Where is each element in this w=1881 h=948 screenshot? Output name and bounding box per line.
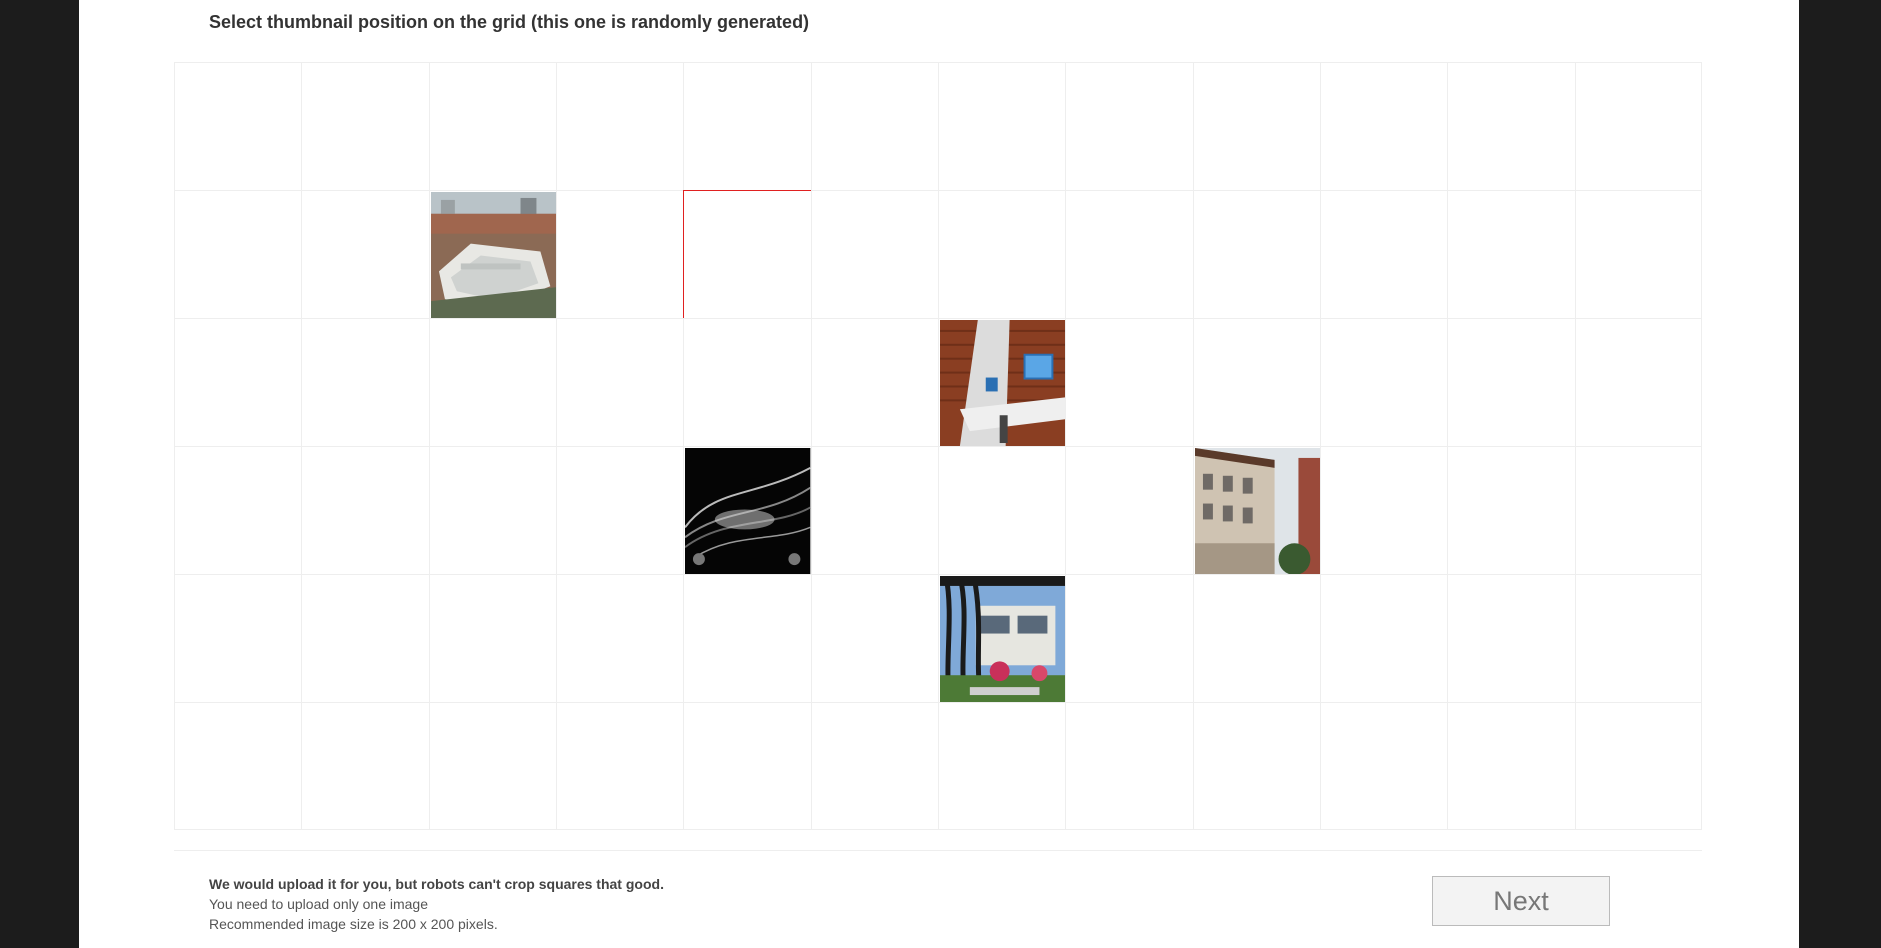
- grid-cell[interactable]: [301, 446, 429, 574]
- grid-cell[interactable]: [1447, 62, 1575, 190]
- footer-upload-hint: You need to upload only one image: [209, 896, 428, 912]
- grid-cell[interactable]: [555, 702, 684, 830]
- next-button[interactable]: Next: [1432, 876, 1610, 926]
- grid-cell[interactable]: [1574, 62, 1702, 190]
- grid-cell[interactable]: [428, 702, 556, 830]
- grid-cell[interactable]: [1192, 318, 1320, 446]
- grid-cell[interactable]: [301, 62, 429, 190]
- abstract-render-thumbnail: [685, 448, 811, 574]
- grid-cell[interactable]: [555, 318, 684, 446]
- grid-cell[interactable]: [428, 62, 556, 190]
- grid-cell[interactable]: [1447, 446, 1575, 574]
- grid-cell[interactable]: [1319, 702, 1448, 830]
- grid-cell[interactable]: [683, 318, 811, 446]
- selected-grid-cell[interactable]: [683, 190, 811, 318]
- grid-cell[interactable]: [1065, 702, 1193, 830]
- grid-cell[interactable]: [428, 318, 556, 446]
- grid-cell[interactable]: [1447, 574, 1575, 702]
- grid-cell[interactable]: [810, 318, 938, 446]
- grid-cell[interactable]: [1065, 446, 1193, 574]
- modern-house-thumbnail: [939, 576, 1066, 702]
- grid-cell[interactable]: [937, 190, 1066, 318]
- grid-cell[interactable]: [937, 318, 1066, 446]
- grid-cell[interactable]: [428, 574, 556, 702]
- grid-cell[interactable]: [937, 446, 1066, 574]
- grid-cell[interactable]: [937, 702, 1066, 830]
- grid-cell[interactable]: [1447, 702, 1575, 830]
- grid-cell[interactable]: [1319, 190, 1448, 318]
- grid-cell[interactable]: [555, 446, 684, 574]
- grid-cell[interactable]: [1192, 702, 1320, 830]
- grid-cell[interactable]: [301, 574, 429, 702]
- grid-cell[interactable]: [1065, 190, 1193, 318]
- grid-cell[interactable]: [428, 446, 556, 574]
- grid-cell[interactable]: [937, 62, 1066, 190]
- office-interior-thumbnail: [939, 320, 1066, 446]
- grid-cell[interactable]: [810, 190, 938, 318]
- grid-cell[interactable]: [174, 318, 302, 446]
- grid-cell[interactable]: [683, 702, 811, 830]
- grid-cell[interactable]: [683, 574, 811, 702]
- grid-cell[interactable]: [1065, 318, 1193, 446]
- grid-cell[interactable]: [555, 190, 684, 318]
- grid-cell[interactable]: [174, 446, 302, 574]
- grid-cell[interactable]: [555, 574, 684, 702]
- grid-cell[interactable]: [1192, 190, 1320, 318]
- grid-cell[interactable]: [428, 190, 556, 318]
- grid-cell[interactable]: [555, 62, 684, 190]
- divider: [174, 850, 1702, 851]
- grid-cell[interactable]: [174, 62, 302, 190]
- footer-info: We would upload it for you, but robots c…: [209, 874, 664, 934]
- grid-cell[interactable]: [1447, 318, 1575, 446]
- grid-cell[interactable]: [174, 702, 302, 830]
- grid-cell[interactable]: [301, 190, 429, 318]
- grid-cell[interactable]: [1574, 574, 1702, 702]
- grid-cell[interactable]: [1574, 318, 1702, 446]
- grid-cell[interactable]: [301, 702, 429, 830]
- grid-cell[interactable]: [1319, 62, 1448, 190]
- page: Select thumbnail position on the grid (t…: [79, 0, 1799, 948]
- grid-cell[interactable]: [810, 446, 938, 574]
- grid-cell[interactable]: [1192, 574, 1320, 702]
- grid-cell[interactable]: [810, 702, 938, 830]
- grid-cell[interactable]: [1574, 190, 1702, 318]
- grid-cell[interactable]: [1319, 574, 1448, 702]
- grid-cell[interactable]: [301, 318, 429, 446]
- grid-cell[interactable]: [1319, 446, 1448, 574]
- grid-cell[interactable]: [1447, 190, 1575, 318]
- grid-cell[interactable]: [1574, 702, 1702, 830]
- footer-size-hint: Recommended image size is 200 x 200 pixe…: [209, 916, 498, 932]
- aerial-building-thumbnail: [430, 192, 556, 318]
- footer-note: We would upload it for you, but robots c…: [209, 876, 664, 892]
- thumbnail-position-grid: [174, 62, 1702, 830]
- grid-cell[interactable]: [1319, 318, 1448, 446]
- grid-cell[interactable]: [683, 62, 811, 190]
- grid-cell[interactable]: [683, 446, 811, 574]
- historic-facade-thumbnail: [1194, 448, 1320, 574]
- page-title: Select thumbnail position on the grid (t…: [209, 12, 810, 32]
- grid-cell[interactable]: [174, 574, 302, 702]
- grid-cell[interactable]: [1192, 62, 1320, 190]
- grid-cell[interactable]: [174, 190, 302, 318]
- grid-cell[interactable]: [810, 574, 938, 702]
- grid-cell[interactable]: [1065, 574, 1193, 702]
- grid-cell[interactable]: [1065, 62, 1193, 190]
- grid-cell[interactable]: [937, 574, 1066, 702]
- grid-cell[interactable]: [1574, 446, 1702, 574]
- grid-cell[interactable]: [810, 62, 938, 190]
- grid-cell[interactable]: [1192, 446, 1320, 574]
